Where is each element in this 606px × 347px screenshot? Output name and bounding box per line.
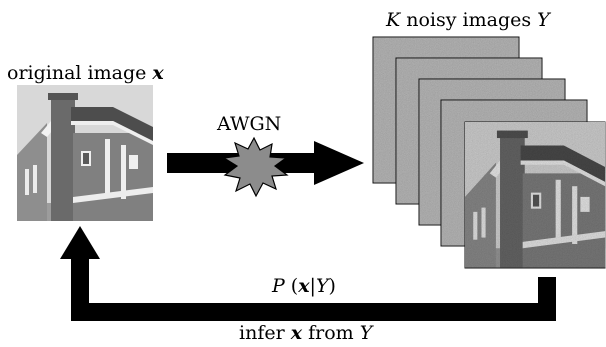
- inference-arrow-head: [60, 226, 100, 259]
- posterior-label: P (x|Y): [271, 275, 336, 297]
- noisy-images-label: K noisy images Y: [385, 9, 552, 31]
- original-house-image: [17, 85, 153, 221]
- inference-arrow-bottom: [71, 303, 556, 321]
- awgn-label: AWGN: [216, 113, 281, 135]
- inference-arrow-rise: [71, 258, 89, 321]
- noise-burst-icon: [222, 136, 289, 198]
- inference-arrow: [60, 226, 556, 321]
- original-image-label: original image x: [7, 62, 164, 84]
- infer-label: infer x from Y: [239, 322, 375, 344]
- noisy-image-5: [464, 121, 606, 269]
- noisy-images-stack: [372, 36, 606, 269]
- noise-arrow-head: [314, 141, 364, 185]
